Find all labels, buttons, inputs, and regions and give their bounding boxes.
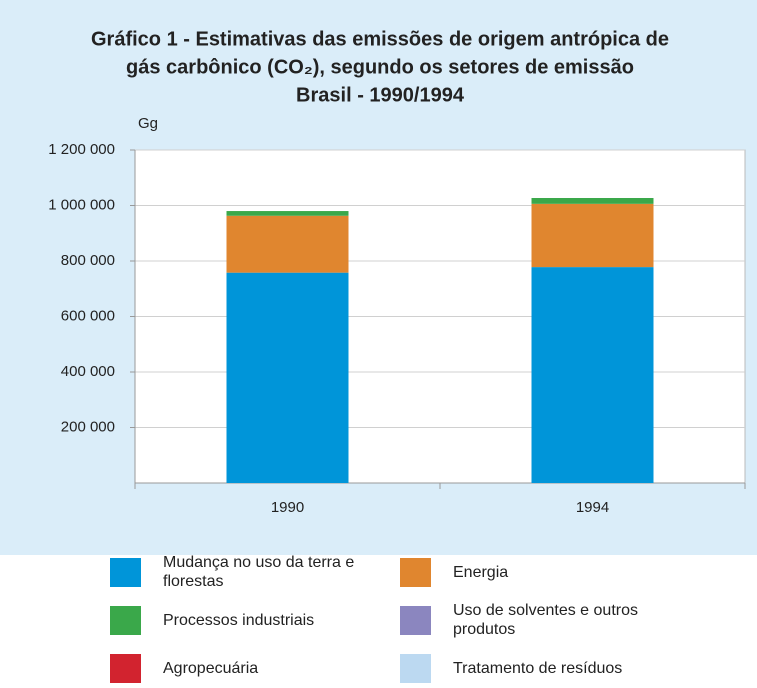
chart-title: gás carbônico (CO₂), segundo os setores … [126, 56, 634, 78]
bar-segment [531, 203, 654, 268]
y-tick-label: 1 200 000 [48, 141, 115, 158]
legend-swatch [400, 557, 431, 587]
legend-label: Agropecuária [163, 659, 259, 677]
bar-segment [226, 211, 349, 216]
legend-label: Processos industriais [163, 611, 315, 629]
chart-title: Gráfico 1 - Estimativas das emissões de … [91, 28, 669, 50]
legend-swatch [110, 557, 141, 587]
bar-segment [226, 272, 349, 483]
x-tick-label: 1994 [576, 499, 609, 516]
y-tick-label: 800 000 [61, 252, 115, 269]
y-axis-label: Gg [138, 115, 158, 132]
bar-segment [531, 267, 654, 483]
legend-label: Tratamento de resíduos [453, 659, 623, 677]
legend-item: Energia [400, 552, 700, 592]
legend-label: Uso de solventes e outros produtos [453, 602, 638, 638]
legend-item: Tratamento de resíduos [400, 648, 700, 688]
y-tick-label: 1 000 000 [48, 196, 115, 213]
chart: Gráfico 1 - Estimativas das emissões de … [0, 0, 757, 555]
legend-item: Mudança no uso da terra e florestas [110, 552, 400, 592]
legend-swatch [400, 653, 431, 683]
legend-item: Uso de solventes e outros produtos [400, 600, 700, 640]
bar-segment [226, 215, 349, 273]
legend-swatch [400, 605, 431, 635]
legend: Mudança no uso da terra e florestas Energ… [110, 552, 700, 688]
legend-swatch [110, 605, 141, 635]
chart-subtitle: Brasil - 1990/1994 [296, 84, 465, 106]
legend-swatch [110, 653, 141, 683]
y-tick-label: 600 000 [61, 307, 115, 324]
legend-label: Energia [453, 563, 509, 581]
bar-segment [531, 198, 654, 204]
legend-item: Agropecuária [110, 648, 400, 688]
legend-item: Processos industriais [110, 600, 400, 640]
legend-label: Mudança no uso da terra e florestas [163, 554, 355, 590]
x-tick-label: 1990 [271, 499, 304, 516]
y-tick-label: 200 000 [61, 418, 115, 435]
y-tick-label: 400 000 [61, 363, 115, 380]
